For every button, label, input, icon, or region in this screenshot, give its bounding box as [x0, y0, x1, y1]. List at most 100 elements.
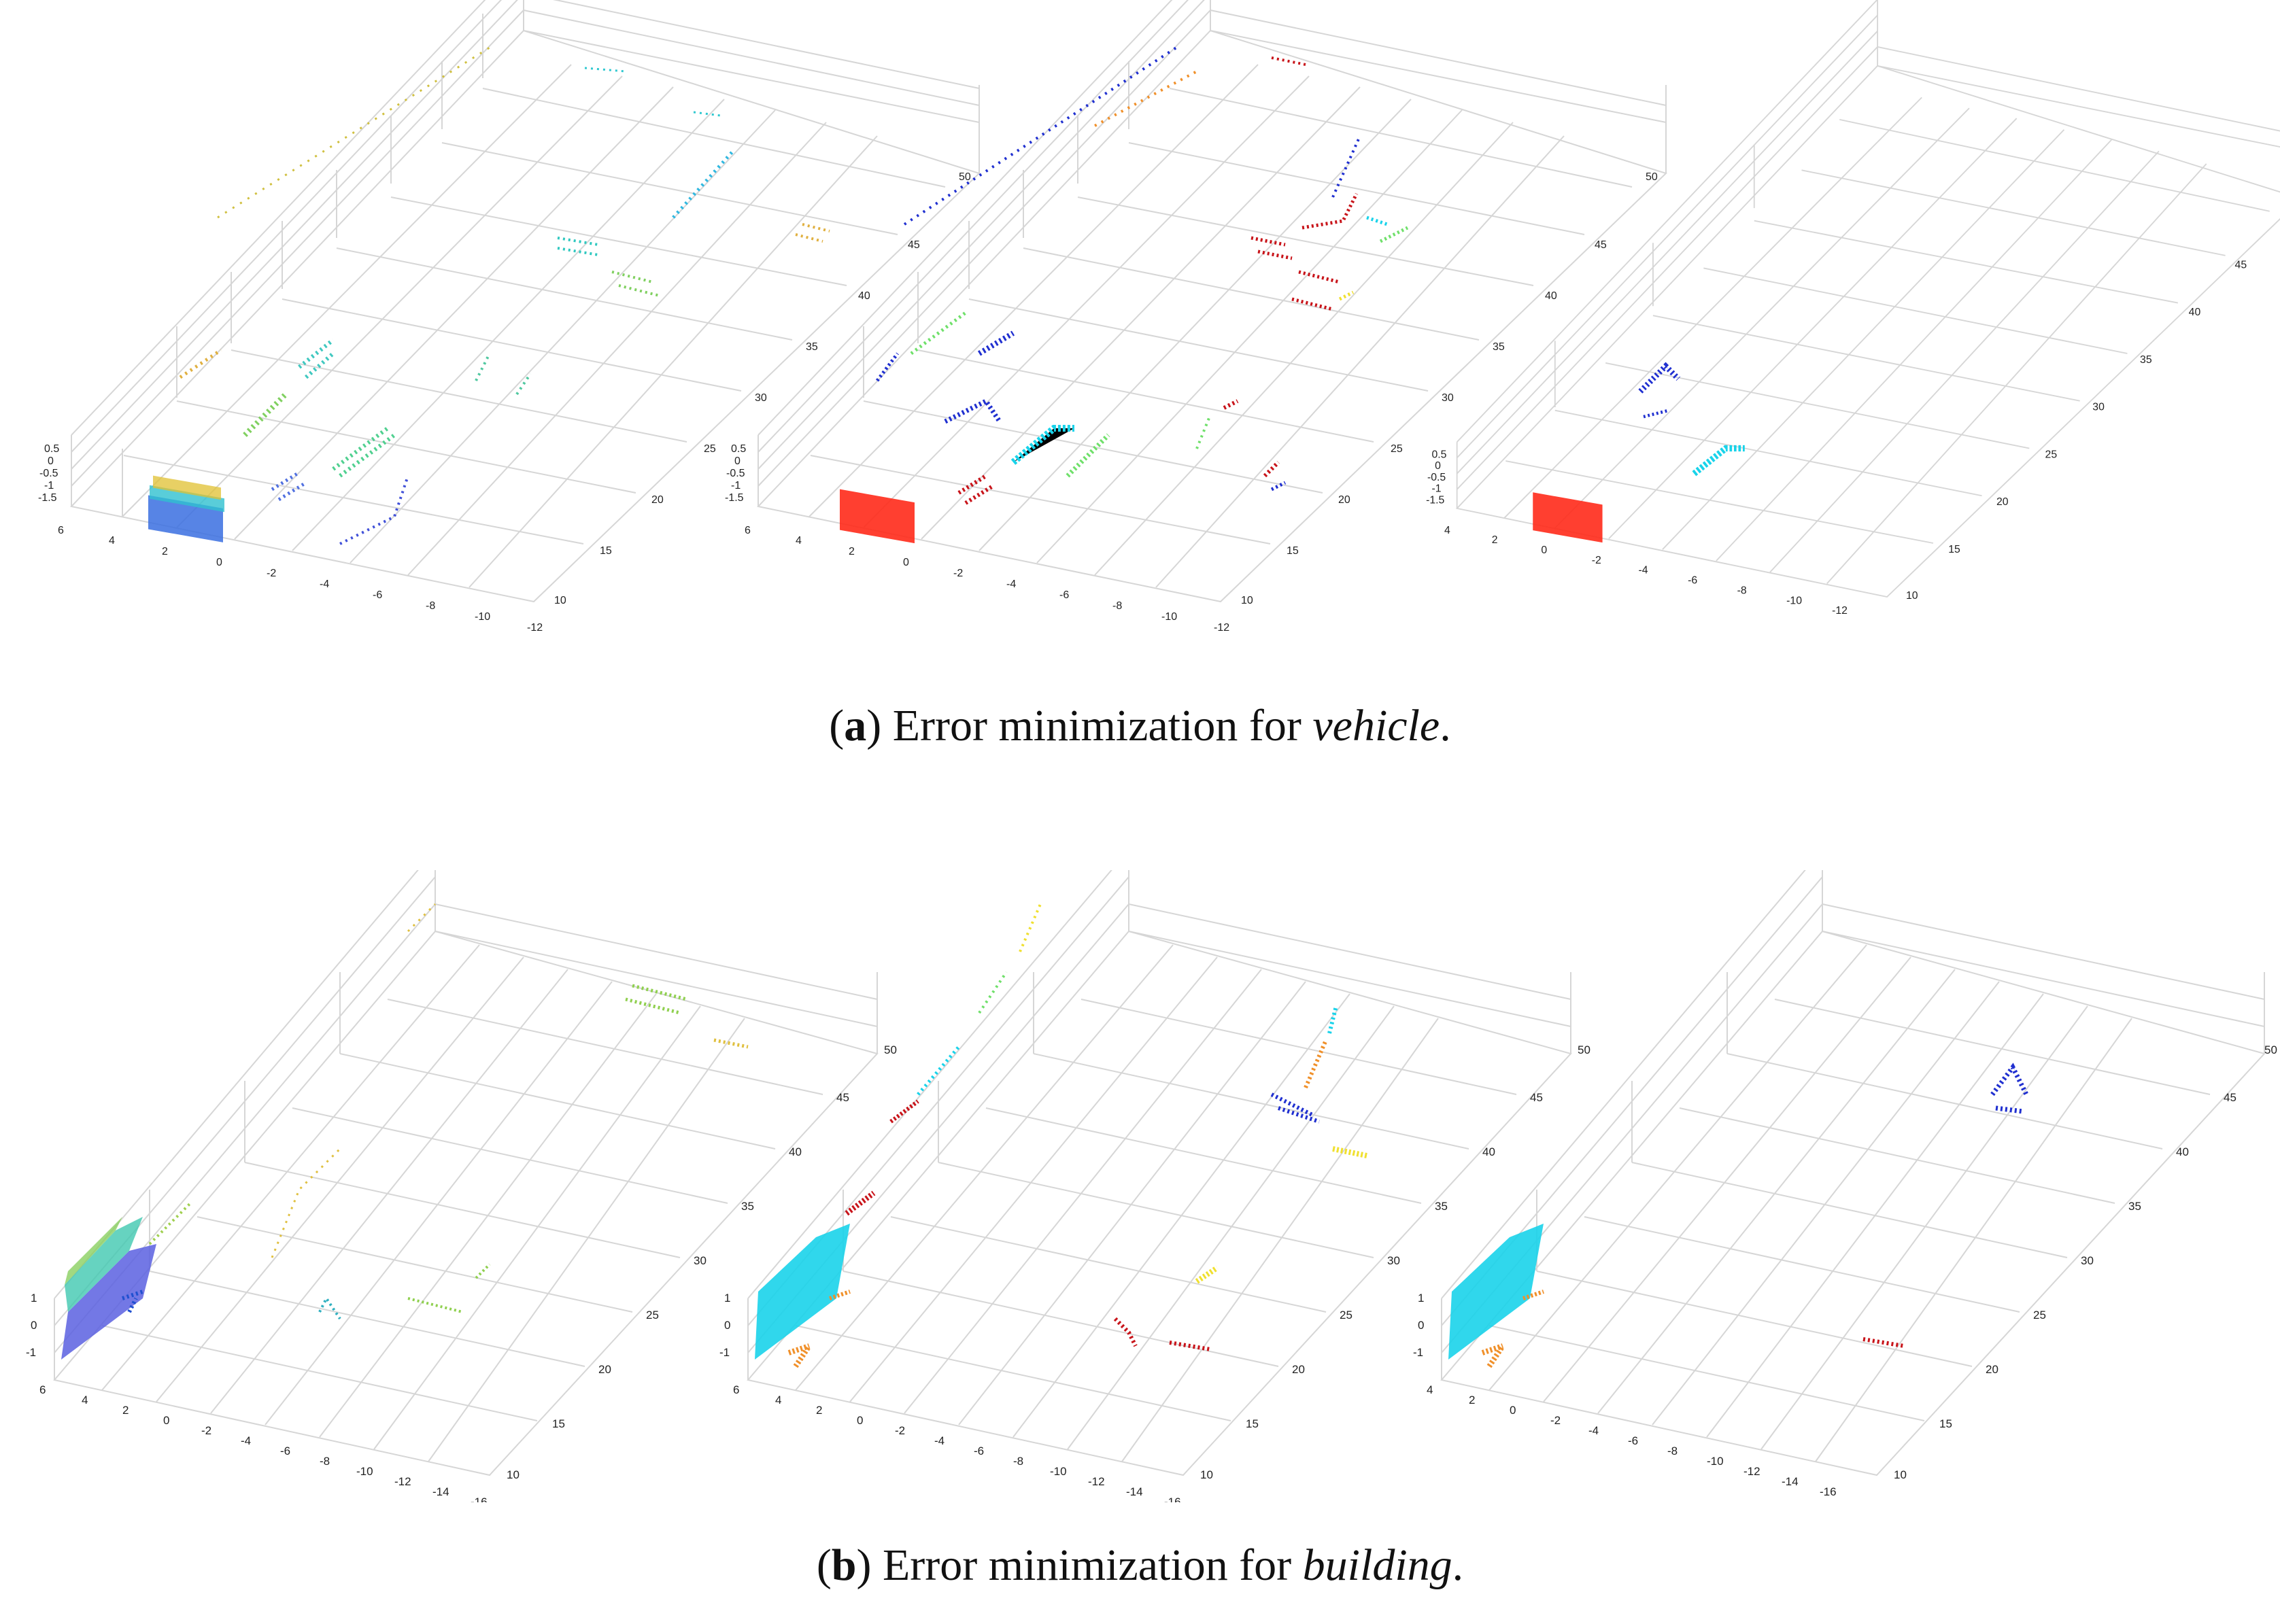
- plot-b1: [53, 870, 879, 1476]
- x-tick: -8: [1737, 585, 1747, 596]
- y-tick: 35: [806, 341, 818, 353]
- x-tick: -12: [1214, 622, 1229, 634]
- plot-a3: [1455, 0, 2280, 598]
- figure-panel-a: 0.5 0 -0.5 -1 -1.5 6 4 2 0 -2 -4 -6 -8 -…: [0, 0, 2280, 802]
- plot-b2-points: [755, 903, 1367, 1368]
- y-tick: 45: [908, 239, 920, 251]
- x-tick: -8: [1112, 600, 1122, 612]
- y-tick: 45: [1595, 239, 1607, 251]
- y-tick: 35: [1435, 1200, 1448, 1213]
- z-tick: -1.5: [38, 492, 57, 504]
- x-tick: 2: [816, 1404, 822, 1417]
- y-tick: 15: [1948, 544, 1960, 555]
- figure-panel-b: 1 0 -1 6 4 2 0 -2 -4 -6 -8 -10 -12 -14 -…: [0, 870, 2280, 1624]
- x-tick: 4: [796, 535, 802, 547]
- caption-a: (a) Error minimization for vehicle.: [829, 701, 1451, 750]
- x-tick: -2: [201, 1424, 211, 1437]
- y-tick: 30: [2081, 1254, 2094, 1267]
- y-tick: 40: [789, 1145, 802, 1158]
- y-tick: 20: [1338, 494, 1350, 506]
- y-tick: 30: [755, 392, 767, 404]
- x-tick: -2: [267, 568, 276, 579]
- z-tick: 0: [734, 455, 741, 467]
- y-tick: 15: [1287, 545, 1299, 557]
- y-tick: 20: [1996, 496, 2009, 508]
- y-tick: 35: [741, 1200, 754, 1213]
- plot-a2: [757, 0, 1667, 603]
- plot-a2-axis-labels: 0.5 0 -0.5 -1 -1.5 6 4 2 0 -2 -4 -6 -8 -…: [725, 171, 1658, 634]
- z-tick: -1: [44, 480, 54, 491]
- x-tick: -8: [1013, 1455, 1023, 1468]
- y-tick: 15: [1939, 1417, 1952, 1430]
- z-tick: 0: [1418, 1319, 1424, 1332]
- y-tick: 35: [1493, 341, 1505, 353]
- x-tick: -10: [475, 611, 490, 623]
- y-tick: 15: [600, 545, 612, 557]
- caption-letter: a: [844, 701, 867, 750]
- x-tick: 4: [1444, 525, 1450, 536]
- y-tick: 35: [2128, 1200, 2141, 1213]
- caption-term: vehicle: [1312, 701, 1440, 750]
- x-tick: -4: [320, 578, 329, 590]
- y-tick: 10: [554, 595, 566, 606]
- x-tick: 6: [58, 525, 64, 536]
- plot-b3-points: [1448, 1062, 2029, 1368]
- y-tick: 15: [552, 1417, 565, 1430]
- z-tick: -1.5: [725, 492, 744, 504]
- y-tick: 25: [704, 443, 716, 455]
- x-tick: -10: [1161, 611, 1177, 623]
- z-tick: 0: [724, 1319, 730, 1332]
- y-tick: 10: [1894, 1468, 1907, 1481]
- z-tick: 0: [1435, 460, 1441, 472]
- x-tick: -12: [394, 1475, 411, 1488]
- x-tick: -16: [1164, 1496, 1181, 1502]
- z-tick: -0.5: [39, 468, 58, 479]
- plot-a3-points: [1533, 362, 1745, 543]
- z-tick: 0.5: [44, 443, 59, 455]
- x-tick: -10: [1050, 1465, 1067, 1478]
- y-tick: 25: [2045, 449, 2058, 460]
- x-tick: 0: [1510, 1404, 1516, 1417]
- x-tick: 0: [903, 557, 909, 568]
- y-tick: 40: [2176, 1145, 2189, 1158]
- x-tick: -12: [1832, 605, 1848, 617]
- x-tick: 6: [745, 525, 751, 536]
- plot-b2: [747, 870, 1572, 1476]
- plot-b1-points: [61, 903, 749, 1360]
- plot-a1-axis-labels: 0.5 0 -0.5 -1 -1.5 6 4 2 0 -2 -4 -6 -8 -…: [38, 171, 971, 634]
- x-tick: -8: [426, 600, 435, 612]
- y-tick: 25: [2033, 1309, 2046, 1321]
- x-tick: -6: [1628, 1434, 1638, 1447]
- x-tick: -12: [527, 622, 543, 634]
- y-tick: 40: [2189, 307, 2201, 318]
- x-tick: -10: [1786, 595, 1802, 606]
- z-tick: 0.5: [1431, 449, 1446, 460]
- z-tick: -1: [731, 480, 741, 491]
- y-tick: 50: [884, 1043, 897, 1056]
- caption-letter: b: [831, 1540, 857, 1590]
- y-tick: 45: [2224, 1091, 2236, 1104]
- z-tick: 0: [48, 455, 54, 467]
- caption-b: (b) Error minimization for building.: [816, 1540, 1464, 1590]
- x-tick: 2: [122, 1404, 129, 1417]
- z-tick: -0.5: [1427, 472, 1446, 483]
- x-tick: -12: [1743, 1465, 1760, 1478]
- x-tick: -2: [953, 568, 963, 579]
- x-tick: 0: [1541, 545, 1547, 556]
- x-tick: 0: [163, 1414, 169, 1427]
- x-tick: 0: [857, 1414, 863, 1427]
- y-tick: 50: [2264, 1043, 2277, 1056]
- y-tick: 45: [2235, 259, 2247, 271]
- z-tick: -0.5: [726, 468, 745, 479]
- x-tick: -6: [1688, 575, 1697, 587]
- y-tick: 25: [646, 1309, 659, 1321]
- y-tick: 40: [858, 290, 870, 302]
- x-tick: 4: [82, 1394, 88, 1406]
- x-tick: -2: [895, 1424, 905, 1437]
- x-tick: 2: [849, 546, 855, 557]
- x-tick: -8: [1667, 1445, 1678, 1457]
- x-tick: 6: [39, 1383, 46, 1396]
- x-tick: -8: [320, 1455, 330, 1468]
- y-tick: 25: [1340, 1309, 1352, 1321]
- x-tick: -6: [280, 1445, 290, 1457]
